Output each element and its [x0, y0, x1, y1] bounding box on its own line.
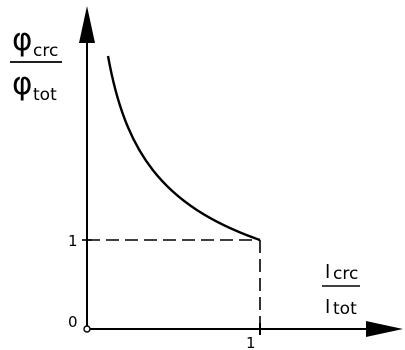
x-label-numerator-subscript: crc: [333, 264, 358, 284]
y-label-denominator-symbol: φ: [12, 66, 32, 102]
x-label-numerator-symbol: l: [325, 261, 330, 283]
x-axis-arrowhead: [366, 321, 403, 337]
curve-line: [106, 55, 261, 242]
y-label-numerator-subscript: crc: [33, 41, 58, 61]
x-tick-label-one: 1: [246, 334, 256, 350]
y-tick-label-one: 1: [68, 232, 78, 250]
origin-label: 0: [68, 313, 78, 331]
x-label-denominator-subscript: tot: [333, 299, 357, 319]
x-label-denominator-symbol: l: [325, 296, 330, 318]
y-axis-arrowhead: [79, 6, 95, 43]
origin-marker: [83, 325, 91, 333]
y-label-denominator-subscript: tot: [33, 85, 57, 105]
y-label-numerator-symbol: φ: [12, 22, 32, 58]
